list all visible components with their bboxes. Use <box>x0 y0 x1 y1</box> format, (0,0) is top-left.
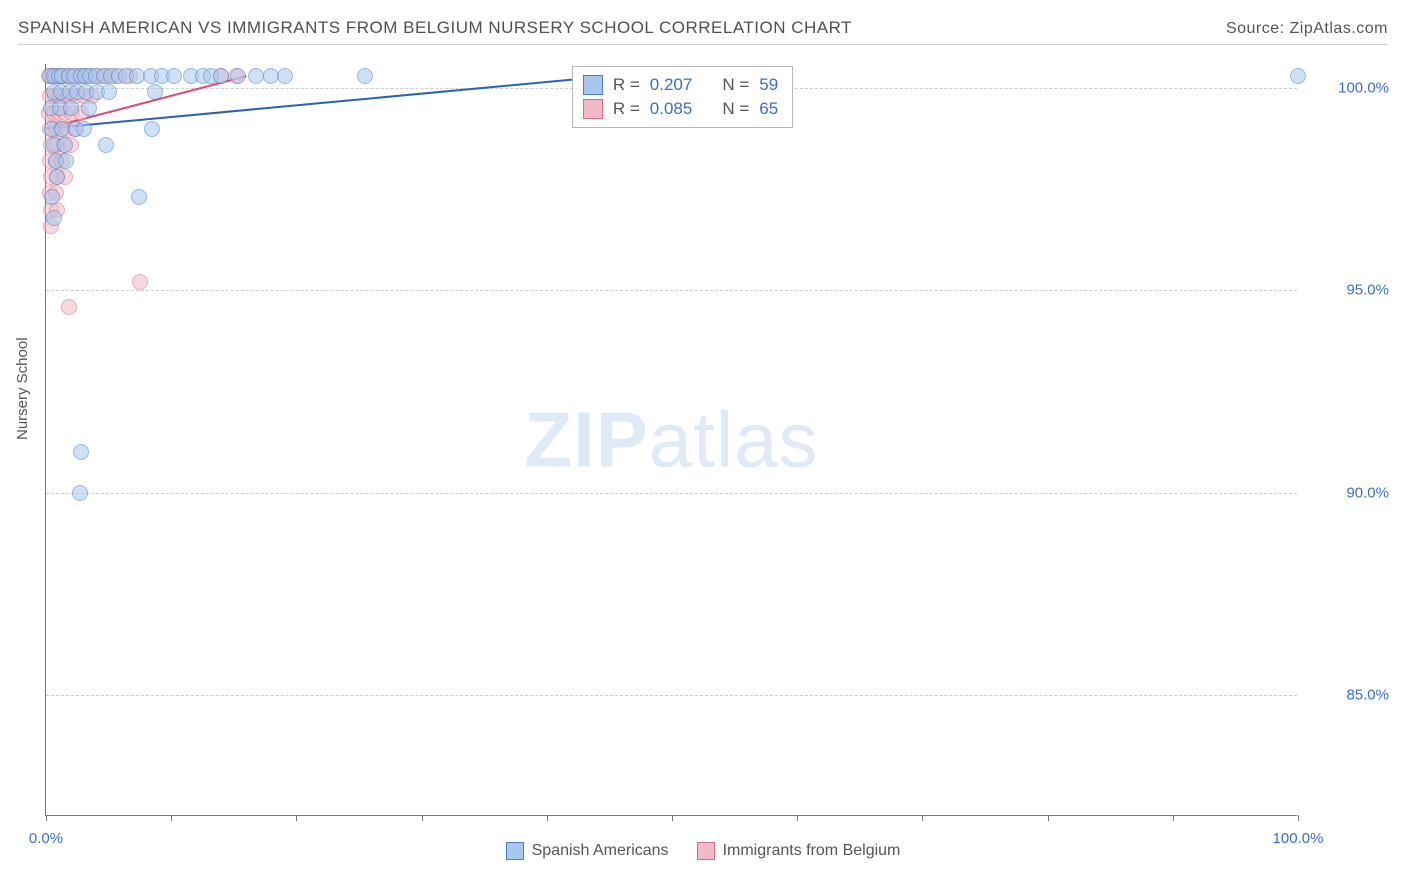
legend-r-value: 0.085 <box>650 99 693 119</box>
scatter-point <box>132 274 148 290</box>
scatter-point <box>1290 68 1306 84</box>
correlation-legend-row: R = 0.085 N = 65 <box>583 97 778 121</box>
x-tick <box>1298 815 1299 821</box>
scatter-point <box>76 121 92 137</box>
trend-lines <box>46 64 1298 816</box>
scatter-point <box>73 444 89 460</box>
y-tick-label: 90.0% <box>1309 484 1389 501</box>
x-tick <box>672 815 673 821</box>
scatter-point <box>357 68 373 84</box>
legend-r-value: 0.207 <box>650 75 693 95</box>
title-bar: SPANISH AMERICAN VS IMMIGRANTS FROM BELG… <box>18 18 1388 45</box>
y-tick-label: 95.0% <box>1309 282 1389 299</box>
legend-swatch-series2 <box>697 842 715 860</box>
bottom-legend: Spanish Americans Immigrants from Belgiu… <box>0 842 1406 860</box>
legend-n-value: 65 <box>759 99 778 119</box>
watermark-prefix: ZIP <box>524 395 648 483</box>
scatter-point <box>58 153 74 169</box>
correlation-legend: R = 0.207 N = 59 R = 0.085 N = 65 <box>572 66 793 128</box>
x-tick <box>797 815 798 821</box>
legend-r-label: R = <box>613 75 640 95</box>
scatter-point <box>144 121 160 137</box>
gridline <box>46 290 1297 291</box>
legend-swatch-series1 <box>506 842 524 860</box>
scatter-point <box>213 68 229 84</box>
x-tick <box>922 815 923 821</box>
scatter-plot: ZIPatlas 85.0%90.0%95.0%100.0%0.0%100.0%… <box>45 64 1297 816</box>
scatter-point <box>98 137 114 153</box>
source-value: ZipAtlas.com <box>1290 20 1388 37</box>
watermark-suffix: atlas <box>649 395 819 483</box>
scatter-point <box>44 189 60 205</box>
x-tick <box>296 815 297 821</box>
legend-item-series1: Spanish Americans <box>506 842 669 860</box>
gridline <box>46 493 1297 494</box>
legend-n-label: N = <box>722 75 749 95</box>
scatter-point <box>61 299 77 315</box>
correlation-legend-row: R = 0.207 N = 59 <box>583 73 778 97</box>
y-axis-title: Nursery School <box>14 337 31 440</box>
source-label: Source: <box>1226 20 1285 37</box>
x-tick <box>46 815 47 821</box>
legend-r-label: R = <box>613 99 640 119</box>
x-tick <box>171 815 172 821</box>
scatter-point <box>63 100 79 116</box>
scatter-point <box>49 169 65 185</box>
scatter-point <box>81 100 97 116</box>
scatter-point <box>72 485 88 501</box>
legend-label-series1: Spanish Americans <box>532 842 669 860</box>
scatter-point <box>277 68 293 84</box>
scatter-point <box>46 210 62 226</box>
scatter-point <box>147 84 163 100</box>
chart-title: SPANISH AMERICAN VS IMMIGRANTS FROM BELG… <box>18 18 852 38</box>
x-tick <box>422 815 423 821</box>
y-tick-label: 100.0% <box>1309 80 1389 97</box>
x-tick <box>1173 815 1174 821</box>
legend-swatch <box>583 75 603 95</box>
scatter-point <box>230 68 246 84</box>
x-tick <box>547 815 548 821</box>
scatter-point <box>57 137 73 153</box>
scatter-point <box>131 189 147 205</box>
y-tick-label: 85.0% <box>1309 686 1389 703</box>
x-tick <box>1048 815 1049 821</box>
watermark: ZIPatlas <box>524 394 818 485</box>
legend-item-series2: Immigrants from Belgium <box>697 842 901 860</box>
legend-label-series2: Immigrants from Belgium <box>723 842 901 860</box>
scatter-point <box>101 84 117 100</box>
source: Source: ZipAtlas.com <box>1226 20 1388 38</box>
scatter-point <box>166 68 182 84</box>
legend-swatch <box>583 99 603 119</box>
gridline <box>46 695 1297 696</box>
legend-n-label: N = <box>722 99 749 119</box>
legend-n-value: 59 <box>759 75 778 95</box>
scatter-point <box>248 68 264 84</box>
